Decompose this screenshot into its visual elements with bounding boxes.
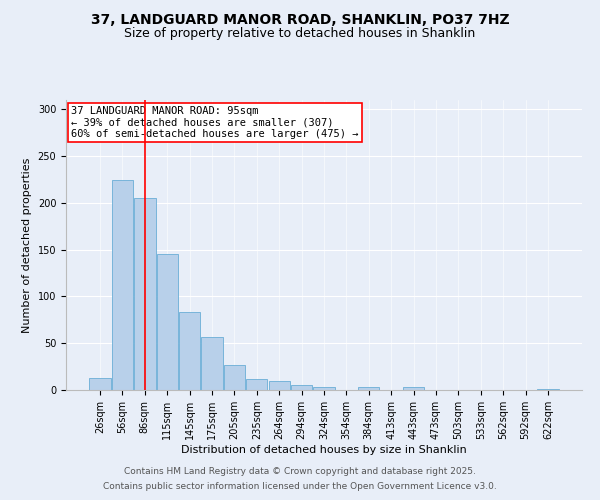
Bar	[291, 386, 312, 390]
Text: 37, LANDGUARD MANOR ROAD, SHANKLIN, PO37 7HZ: 37, LANDGUARD MANOR ROAD, SHANKLIN, PO37…	[91, 12, 509, 26]
Bar	[157, 254, 178, 390]
Bar	[179, 312, 200, 390]
Bar	[537, 389, 559, 390]
Bar	[246, 379, 268, 390]
Text: 37 LANDGUARD MANOR ROAD: 95sqm
← 39% of detached houses are smaller (307)
60% of: 37 LANDGUARD MANOR ROAD: 95sqm ← 39% of …	[71, 106, 359, 139]
Bar	[89, 378, 111, 390]
Bar	[403, 387, 424, 390]
X-axis label: Distribution of detached houses by size in Shanklin: Distribution of detached houses by size …	[181, 444, 467, 454]
Bar	[202, 336, 223, 390]
Bar	[134, 198, 155, 390]
Bar	[313, 387, 335, 390]
Text: Size of property relative to detached houses in Shanklin: Size of property relative to detached ho…	[124, 28, 476, 40]
Y-axis label: Number of detached properties: Number of detached properties	[22, 158, 32, 332]
Bar	[112, 180, 133, 390]
Bar	[269, 380, 290, 390]
Bar	[358, 387, 379, 390]
Bar	[224, 364, 245, 390]
Text: Contains HM Land Registry data © Crown copyright and database right 2025.: Contains HM Land Registry data © Crown c…	[124, 467, 476, 476]
Text: Contains public sector information licensed under the Open Government Licence v3: Contains public sector information licen…	[103, 482, 497, 491]
